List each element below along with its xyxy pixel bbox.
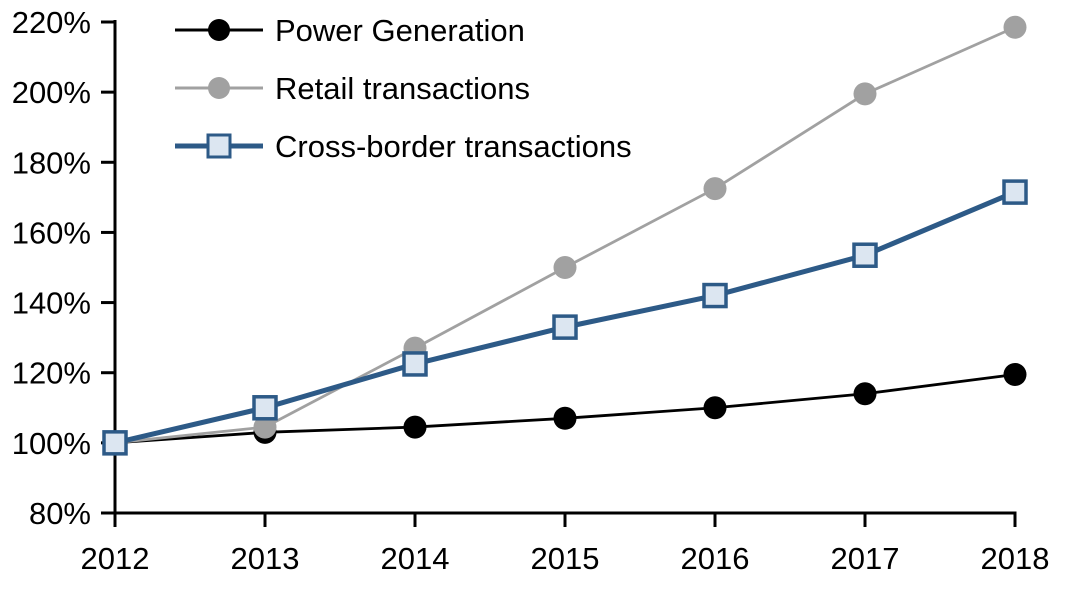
- series-cross-border-transactions: [102, 179, 1028, 456]
- data-point-marker: [1003, 15, 1027, 39]
- data-point-marker: [703, 396, 727, 420]
- axis-labels: 80% 100% 120% 140% 160% 180% 200% 220% 2012 2013 2…: [12, 5, 1050, 576]
- y-tick-label: 140%: [12, 286, 91, 321]
- y-tick-label: 200%: [12, 75, 91, 110]
- x-tick-label: 2014: [381, 541, 450, 576]
- data-point-marker: [703, 177, 727, 201]
- data-point-marker: [853, 382, 877, 406]
- y-tick-label: 180%: [12, 145, 91, 180]
- data-point-marker: [403, 415, 427, 439]
- data-point-marker: [702, 282, 728, 309]
- data-point-marker: [852, 242, 878, 268]
- series-power-generation: [103, 362, 1027, 455]
- circle-marker-icon: [208, 19, 230, 41]
- legend-label-cross-border-transactions: Cross-border transactions: [275, 128, 632, 164]
- data-point-marker: [553, 256, 577, 279]
- y-tick-label: 220%: [12, 5, 91, 40]
- data-point-marker: [252, 395, 278, 421]
- data-point-marker: [853, 82, 877, 106]
- x-tick-label: 2015: [531, 541, 600, 576]
- legend-label-retail-transactions: Retail transactions: [275, 70, 531, 106]
- legend-item-retail-transactions: Retail transactions: [175, 59, 632, 117]
- x-tick-label: 2018: [981, 541, 1050, 576]
- y-tick-label: 100%: [12, 426, 91, 461]
- y-tick-label: 80%: [29, 496, 91, 531]
- legend-item-cross-border-transactions: Cross-border transactions: [175, 117, 632, 175]
- data-point-marker: [553, 406, 577, 430]
- x-tick-label: 2013: [231, 541, 300, 576]
- power-generation-marker-icon: [175, 15, 263, 45]
- square-marker-icon: [206, 133, 232, 159]
- data-point-marker: [552, 314, 578, 340]
- y-tick-label: 160%: [12, 215, 91, 250]
- x-tick-label: 2017: [831, 541, 900, 576]
- data-point-marker: [253, 415, 277, 439]
- x-tick-label: 2012: [81, 541, 150, 576]
- cross-border-transactions-marker-icon: [175, 131, 263, 161]
- legend: Power Generation Retail transactions Cro…: [175, 1, 632, 175]
- data-point-marker: [1002, 179, 1028, 205]
- legend-item-power-generation: Power Generation: [175, 1, 632, 59]
- retail-transactions-marker-icon: [175, 73, 263, 103]
- legend-label-power-generation: Power Generation: [275, 12, 525, 48]
- data-point-marker: [1003, 362, 1027, 386]
- y-tick-label: 120%: [12, 356, 91, 391]
- circle-marker-icon: [208, 77, 230, 99]
- x-tick-label: 2016: [681, 541, 750, 576]
- data-point-marker: [102, 430, 128, 456]
- data-point-marker: [402, 351, 428, 377]
